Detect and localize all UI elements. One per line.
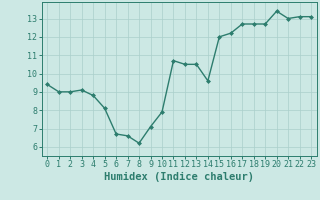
X-axis label: Humidex (Indice chaleur): Humidex (Indice chaleur) xyxy=(104,172,254,182)
